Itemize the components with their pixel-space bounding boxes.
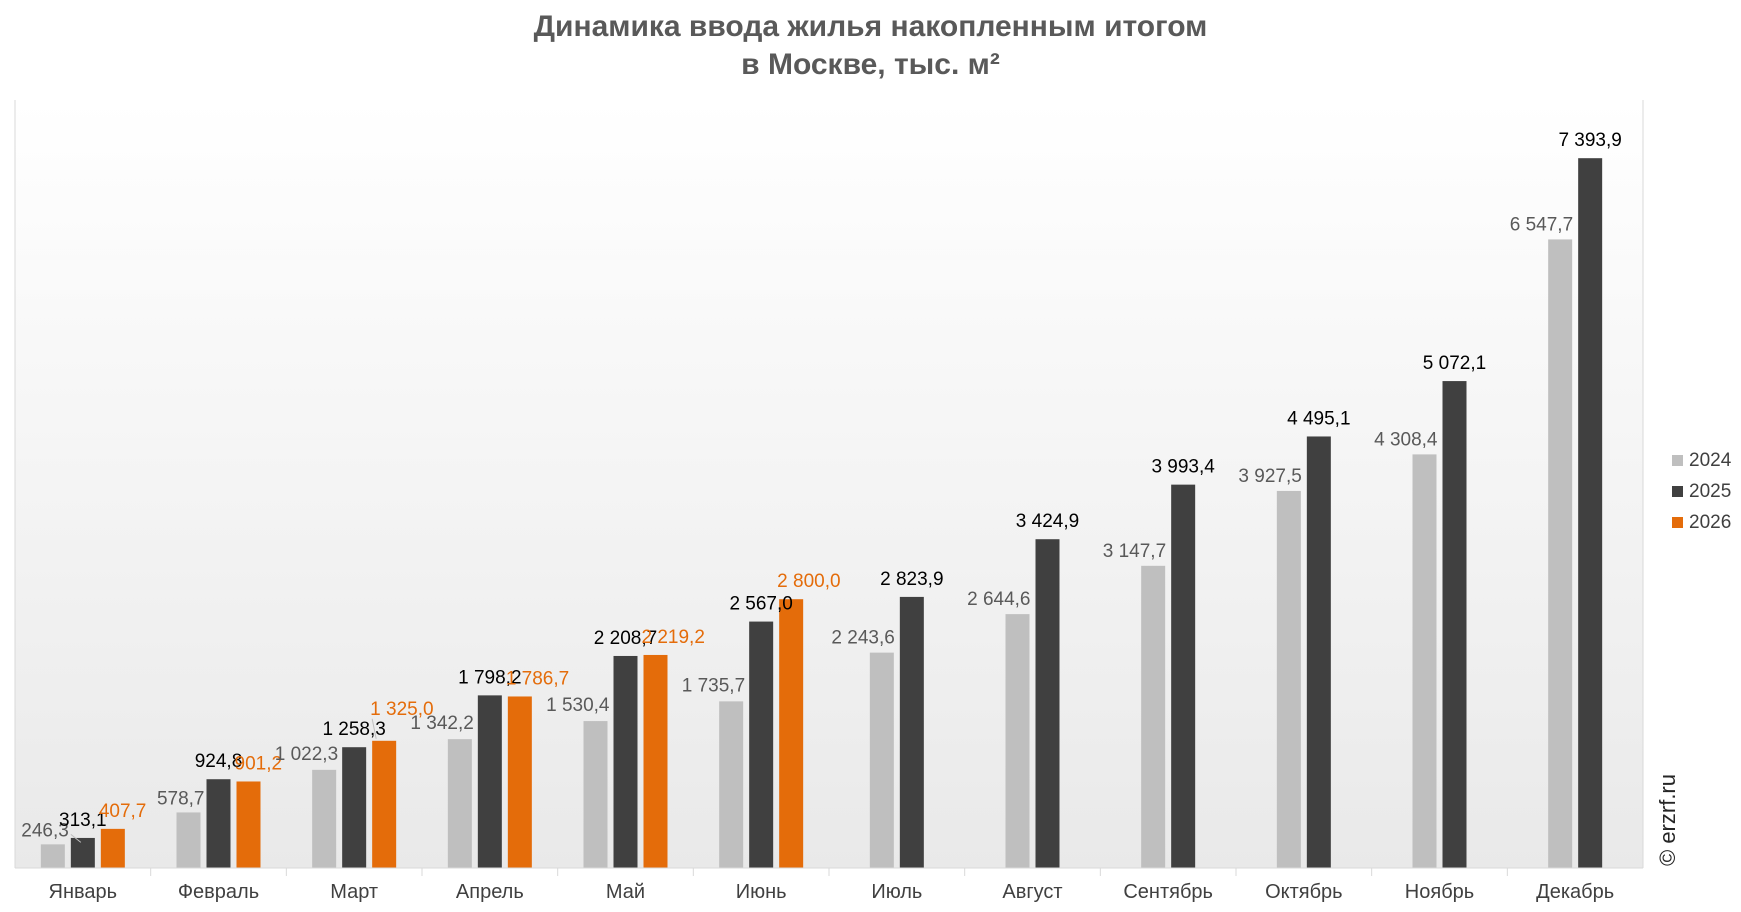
legend-label-2026: 2026 [1689,512,1731,533]
data-label-2026: 901,2 [235,753,283,774]
x-tick-label: Май [606,881,645,903]
legend-swatch-2025 [1672,486,1683,497]
chart-title: Динамика ввода жилья накопленным итогом … [0,8,1741,84]
data-label-2025: 7 393,9 [1558,130,1621,151]
bar-2024 [869,652,894,868]
data-label-2024: 578,7 [157,788,205,809]
data-label-2024: 1 022,3 [275,744,338,765]
bar-2025 [1306,436,1331,868]
data-label-2026: 1 786,7 [506,668,569,689]
bar-2025 [1171,484,1196,868]
bar-2025 [477,695,502,868]
bar-2025 [1035,539,1060,868]
leader-line [70,833,82,843]
x-tick-label: Декабрь [1536,881,1614,903]
bar-2024 [1005,614,1030,868]
data-label-2025: 2 823,9 [880,569,943,590]
bar-2026 [643,654,668,868]
bar-2025 [1442,381,1467,868]
data-label-2025: 3 993,4 [1151,457,1215,478]
x-tick-label: Январь [49,881,118,903]
bar-2026 [779,599,804,868]
data-label-2025: 4 495,1 [1287,408,1350,429]
bar-2026 [507,696,532,868]
leader-line [371,718,377,739]
bar-2025 [749,621,774,868]
bar-2024 [1141,565,1166,868]
bar-2025 [1578,158,1603,868]
bar-2025 [899,596,924,868]
data-label-2025: 3 424,9 [1016,511,1079,532]
data-label-2025: 1 258,3 [322,719,385,740]
data-label-2024: 4 308,4 [1374,429,1438,450]
bar-2026 [100,828,125,868]
legend-label-2024: 2024 [1689,450,1732,471]
bar-2024 [1412,454,1437,868]
data-label-2024: 3 927,5 [1238,466,1301,487]
bar-2024 [1548,239,1573,869]
data-label-2026: 1 325,0 [370,699,433,720]
bar-2025 [206,779,231,868]
legend: 2024 2025 2026 [1672,450,1732,533]
bar-2024 [176,812,201,868]
x-tick-label: Июль [871,881,922,903]
x-axis-ticks [150,868,1508,876]
bar-2026 [372,740,397,868]
x-tick-label: Февраль [178,881,259,903]
data-label-2026: 2 219,2 [642,627,705,648]
data-label-2025: 2 567,0 [729,594,792,615]
bar-2025 [70,837,95,868]
data-label-2025: 313,1 [59,810,107,831]
x-tick-label: Июнь [736,881,787,903]
data-label-2025: 5 072,1 [1423,353,1486,374]
x-tick-label: Апрель [456,881,524,903]
bar-2024 [447,739,472,868]
x-axis-tick-labels: Январь Февраль Март Апрель Май Июнь Июль Август… [49,881,1615,903]
data-label-2025: 1 798,2 [458,667,521,688]
data-label-2024: 246,3 [21,820,69,841]
legend-label-2025: 2025 [1689,481,1731,502]
watermark-text: © erzrf.ru [1655,774,1680,866]
data-label-2024: 1 530,4 [546,695,610,716]
x-tick-label: Март [330,881,378,903]
data-label-2024: 2 644,6 [967,589,1030,610]
bar-2024 [1276,490,1301,868]
legend-swatch-2026 [1672,517,1683,528]
bar-2026 [236,781,261,868]
data-label-2024: 2 243,6 [831,628,894,649]
leader-lines-layer [70,718,377,843]
x-tick-label: Ноябрь [1405,881,1474,903]
data-label-2024: 3 147,7 [1103,541,1166,562]
x-tick-label: Октябрь [1265,881,1343,903]
data-label-2024: 1 342,2 [410,713,473,734]
bars-layer [40,158,1603,869]
chart-title-line-1: Динамика ввода жилья накопленным итогом [533,10,1208,43]
data-label-2025: 924,8 [195,751,243,772]
bar-2024 [583,721,608,868]
data-label-2024: 6 547,7 [1510,214,1573,235]
x-tick-label: Сентябрь [1123,881,1213,903]
data-label-2025: 2 208,7 [594,628,657,649]
chart-title-line-2: в Москве, тыс. м² [741,48,1000,81]
legend-swatch-2024 [1672,455,1683,466]
x-tick-label: Август [1002,881,1062,903]
data-label-2026: 407,7 [99,801,147,822]
bar-2024 [312,769,337,868]
plot-area-background [15,100,1643,868]
bar-2025 [342,747,367,868]
data-label-2026: 2 800,0 [777,571,840,592]
bar-2024 [40,844,65,868]
data-label-2024: 1 735,7 [682,675,745,696]
bar-2024 [719,701,744,868]
bar-2025 [613,655,638,868]
